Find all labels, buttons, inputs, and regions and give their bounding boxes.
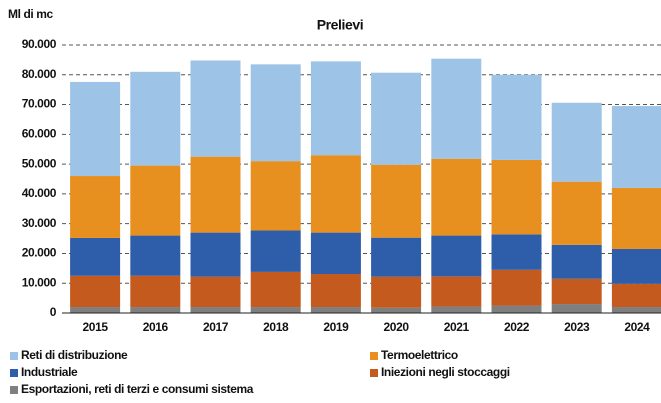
y-tick-label: 70.000 xyxy=(22,97,57,111)
bar-segment xyxy=(431,306,482,313)
x-tick-label: 2023 xyxy=(564,320,590,334)
bar-segment xyxy=(250,307,301,313)
bar-segment xyxy=(491,269,542,306)
bar-segment xyxy=(371,276,422,308)
bar-segment xyxy=(190,307,241,313)
y-axis-label: Ml di mc xyxy=(8,7,54,21)
x-tick-label: 2015 xyxy=(83,320,109,334)
bar-segment xyxy=(551,181,602,245)
bar-segment xyxy=(371,307,422,313)
x-tick-label: 2022 xyxy=(504,320,530,334)
bar-segment xyxy=(431,235,482,277)
bar-segment xyxy=(611,106,661,188)
y-tick-label: 40.000 xyxy=(22,186,57,200)
bar-segment xyxy=(130,275,181,308)
y-tick-label: 10.000 xyxy=(22,275,57,289)
bar-segment xyxy=(491,74,542,160)
bar-segment xyxy=(431,158,482,236)
bar-segment xyxy=(371,237,422,277)
y-tick-label: 80.000 xyxy=(22,67,57,81)
x-tick-label: 2016 xyxy=(143,320,169,334)
bar-segment xyxy=(70,81,121,177)
bar-segment xyxy=(611,307,661,313)
y-tick-label: 0 xyxy=(50,305,57,319)
legend-swatch xyxy=(10,369,18,377)
bar-segment xyxy=(310,273,361,308)
x-tick-label: 2020 xyxy=(384,320,410,334)
y-tick-label: 50.000 xyxy=(22,156,57,170)
x-tick-label: 2019 xyxy=(323,320,349,334)
legend-label: Reti di distribuzione xyxy=(21,348,128,362)
legend-label: Esportazioni, reti di terzi e consumi si… xyxy=(21,382,254,396)
bar-segment xyxy=(310,61,361,156)
legend-label: Termoelettrico xyxy=(381,348,458,362)
legend-label: Industriale xyxy=(21,365,78,379)
bar-segment xyxy=(551,304,602,313)
bar-segment xyxy=(250,230,301,272)
x-tick-label: 2021 xyxy=(444,320,470,334)
bar-segment xyxy=(250,161,301,231)
y-tick-label: 20.000 xyxy=(22,246,57,260)
legend-swatch xyxy=(370,352,378,360)
bar-segment xyxy=(431,58,482,159)
x-tick-label: 2024 xyxy=(624,320,650,334)
legend-swatch xyxy=(10,386,18,394)
y-tick-label: 30.000 xyxy=(22,216,57,230)
bar-segment xyxy=(551,102,602,182)
bar-segment xyxy=(491,159,542,235)
legend-swatch xyxy=(10,352,18,360)
bar-segment xyxy=(190,156,241,233)
bar-segment xyxy=(310,155,361,233)
bar-segment xyxy=(551,244,602,279)
bar-segment xyxy=(491,305,542,313)
legend-label: Iniezioni negli stoccaggi xyxy=(381,365,510,379)
bar-segment xyxy=(250,64,301,162)
bar-segment xyxy=(130,71,181,166)
bar-segment xyxy=(250,271,301,308)
bar-segment xyxy=(371,72,422,165)
bar-segment xyxy=(371,164,422,238)
bar-segment xyxy=(130,307,181,313)
bar-segment xyxy=(70,237,121,276)
y-tick-label: 60.000 xyxy=(22,127,57,141)
bar-segment xyxy=(491,234,542,270)
bar-segment xyxy=(431,276,482,307)
bar-segment xyxy=(611,283,661,308)
x-tick-label: 2018 xyxy=(263,320,289,334)
bar-segment xyxy=(70,307,121,313)
bar-segment xyxy=(611,248,661,284)
bar-segment xyxy=(190,276,241,308)
y-tick-label: 90.000 xyxy=(22,37,57,51)
bar-segment xyxy=(130,235,181,276)
bar-segment xyxy=(190,232,241,277)
bar-segment xyxy=(130,165,181,236)
x-tick-label: 2017 xyxy=(203,320,229,334)
bar-segment xyxy=(190,60,241,157)
legend-swatch xyxy=(370,369,378,377)
bar-segment xyxy=(310,307,361,313)
bar-segment xyxy=(70,176,121,238)
bar-segment xyxy=(611,187,661,249)
chart-title: Prelievi xyxy=(317,17,364,33)
bar-segment xyxy=(310,232,361,274)
bar-segment xyxy=(70,275,121,308)
bar-segment xyxy=(551,278,602,305)
